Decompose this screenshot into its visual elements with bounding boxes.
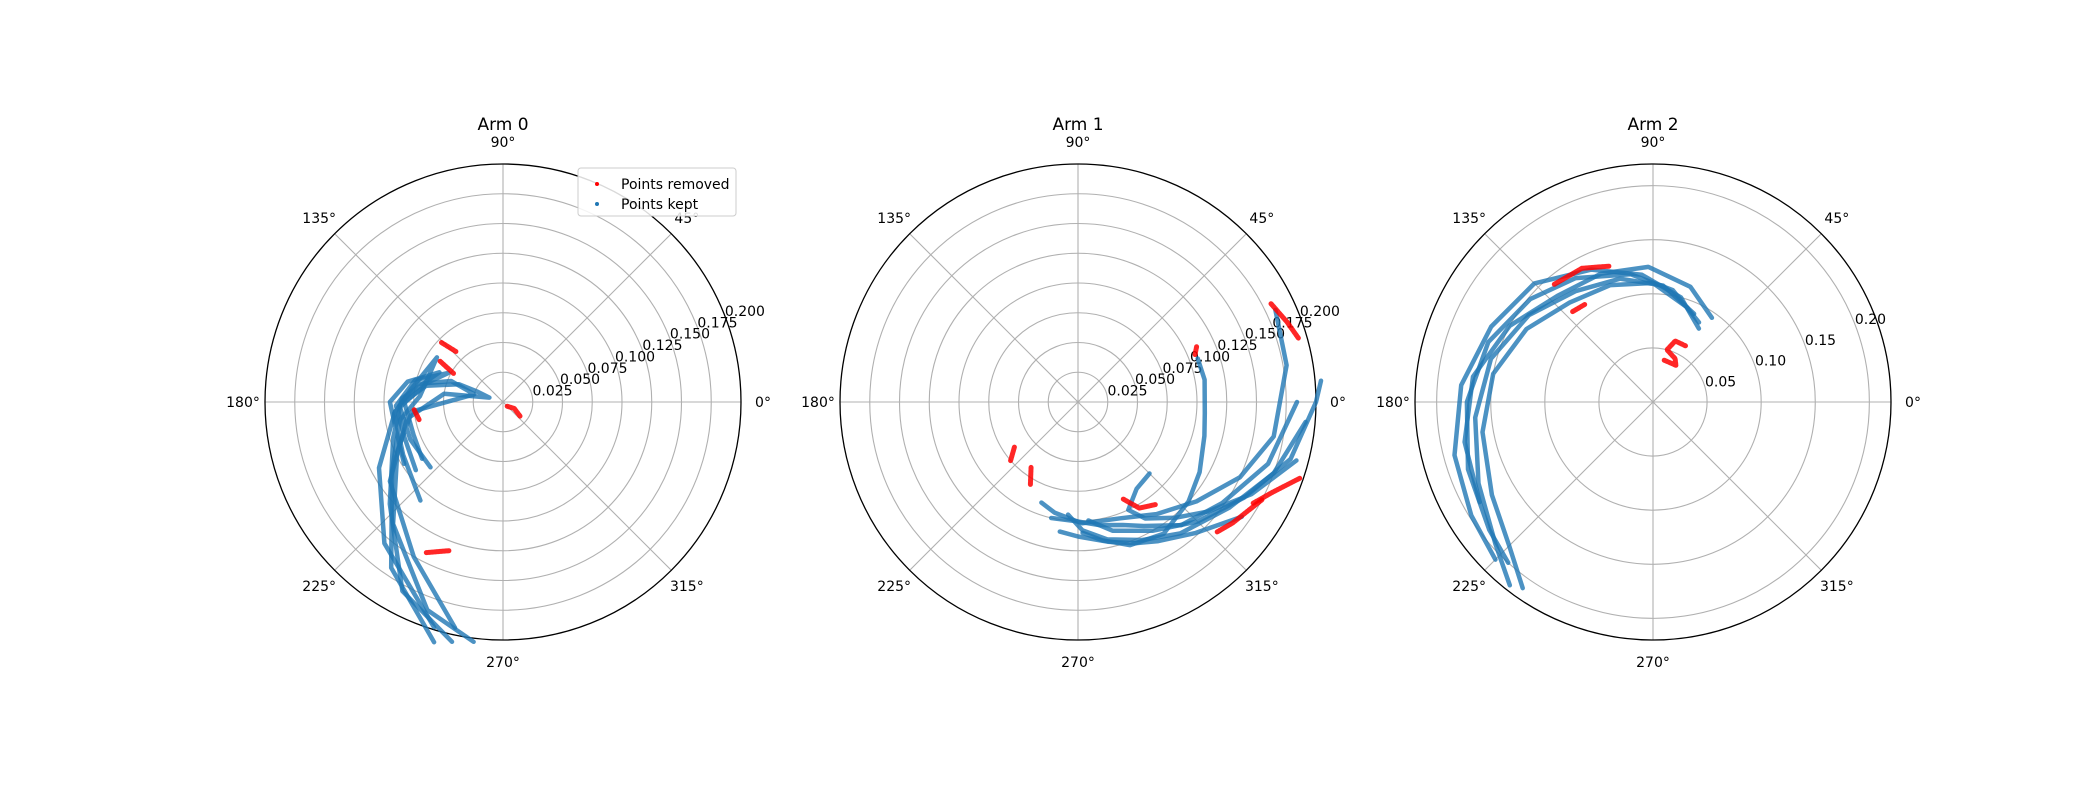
r-tick-label: 0.125 [642,338,682,354]
series-trace [423,548,452,556]
series-points-kept [376,355,492,645]
legend-marker [595,202,599,206]
grid-spoke [1652,401,1822,571]
theta-tick-label: 0° [1905,395,1921,411]
series-trace [1214,497,1265,535]
theta-tick-label: 45° [1249,211,1274,227]
series-trace [1472,276,1697,588]
grid-spoke [334,401,504,571]
theta-tick-label: 0° [755,395,771,411]
grid-spoke [1484,233,1654,403]
series-trace [411,407,422,423]
grid-spoke [1484,401,1654,571]
r-tick-label: 0.175 [697,315,737,331]
polar-frame [1414,163,1892,641]
theta-tick-label: 270° [1061,655,1095,671]
series-trace [388,355,440,645]
theta-tick-label: 180° [801,395,835,411]
r-tick-label: 0.025 [532,384,572,400]
polar-axes-1: 0°45°90°135°180°225°270°315°0.0250.0500.… [801,115,1346,671]
series-trace [1120,496,1158,511]
theta-tick-label: 225° [877,579,911,595]
r-tick-label: 0.05 [1705,374,1736,390]
theta-tick-label: 315° [1820,579,1854,595]
theta-tick-label: 135° [302,211,336,227]
r-tick-label: 0.200 [725,304,765,320]
series-trace [1268,301,1302,342]
r-tick-label: 0.15 [1805,333,1836,349]
grid-spoke [502,401,672,571]
theta-tick-label: 225° [1452,579,1486,595]
grid-spoke [1077,401,1247,571]
series-points-removed [1551,263,1688,368]
r-tick-label: 0.075 [1162,361,1202,377]
series-trace [1126,458,1299,521]
grid-spoke [334,233,504,403]
chart-title: Arm 2 [1627,115,1678,135]
legend-label: Points kept [621,197,699,213]
theta-tick-label: 135° [877,211,911,227]
r-tick-label: 0.150 [670,327,710,343]
theta-tick-label: 90° [1066,135,1091,151]
theta-tick-label: 270° [486,655,520,671]
theta-tick-label: 90° [1641,135,1666,151]
polar-axes-2: 0° 45° 90° 135° 180° 225° 270° 315° 0.05 0.10 0.15… [1376,115,1921,671]
r-tick-label: 0.050 [1135,372,1175,388]
r-tick-label: 0.10 [1755,354,1786,370]
grid-spoke [1652,233,1822,403]
r-tick-label: 0.050 [560,372,600,388]
series-trace [1569,302,1588,315]
series-points-removed [411,340,523,556]
legend: Points removed Points kept [577,167,737,217]
theta-tick-label: 45° [1824,211,1849,227]
series-points-kept [1452,264,1715,591]
series-trace [437,358,456,376]
series-trace [504,403,523,419]
r-tick-label: 0.200 [1300,304,1340,320]
theta-tick-label: 315° [1245,579,1279,595]
grid-spoke [909,401,1079,571]
series-trace [1480,280,1690,591]
r-tick-label: 0.075 [587,361,627,377]
series-trace [1027,464,1034,487]
theta-tick-label: 90° [491,135,516,151]
polar-axes-0: 0°45°90°135°180°225°270°315°0.0250.0500.… [226,115,771,671]
r-tick-label: 0.025 [1107,384,1147,400]
theta-tick-label: 0° [1330,395,1346,411]
series-points-removed [1008,301,1303,535]
theta-tick-label: 135° [1452,211,1486,227]
chart-title: Arm 0 [477,115,528,135]
r-tick-label: 0.125 [1217,338,1257,354]
polar-frame [264,163,742,641]
legend-box [577,167,737,217]
series-trace [438,340,459,354]
series-trace [1008,443,1018,464]
series-trace [1048,399,1300,529]
grid-spoke [1077,233,1247,403]
series-points-kept [1039,307,1324,548]
series-trace [1086,378,1324,534]
theta-tick-label: 180° [1376,395,1410,411]
series-trace [1462,264,1715,505]
series-trace [390,378,477,645]
legend-marker [595,182,599,186]
grid-spoke [502,233,672,403]
series-trace [1551,263,1612,287]
grid-spoke [909,233,1079,403]
series-trace [1661,338,1688,368]
legend-label: Points removed [621,177,730,193]
theta-tick-label: 315° [670,579,704,595]
series-trace [1192,344,1200,358]
r-tick-label: 0.20 [1855,312,1886,328]
series-trace [1452,267,1702,562]
series-trace [1057,514,1245,546]
chart-title: Arm 1 [1052,115,1103,135]
r-tick-label: 0.150 [1245,327,1285,343]
r-tick-label: 0.100 [615,349,655,365]
theta-tick-label: 225° [302,579,336,595]
theta-tick-label: 270° [1636,655,1670,671]
theta-tick-label: 180° [226,395,260,411]
